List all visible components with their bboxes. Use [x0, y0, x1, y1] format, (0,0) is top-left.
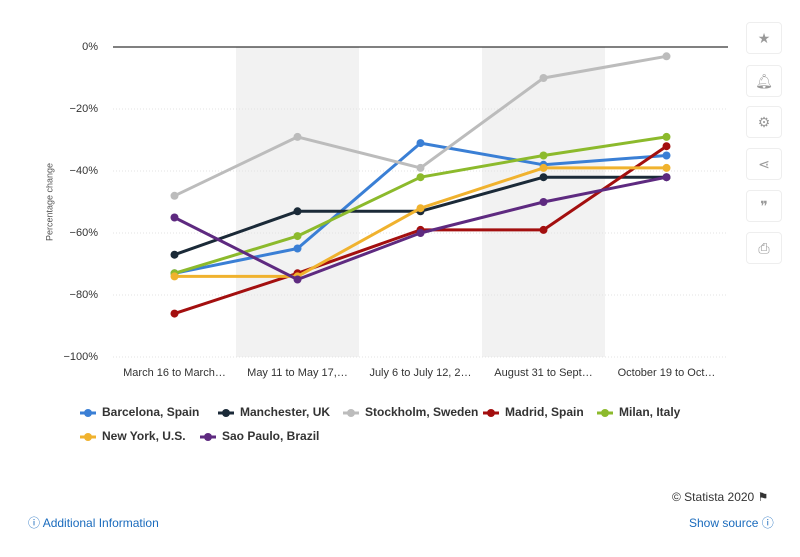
x-tick-label: August 31 to Sept… [494, 367, 592, 379]
data-point [539, 225, 548, 234]
legend-dot [84, 433, 92, 441]
data-point [170, 213, 179, 222]
data-point [416, 229, 425, 237]
copyright: © Statista 2020 ⚑ [672, 490, 769, 504]
data-point [662, 52, 671, 61]
legend-dot [204, 433, 212, 441]
data-point [539, 173, 548, 182]
y-tick-label: −40% [70, 165, 99, 177]
legend-label: Sao Paulo, Brazil [222, 429, 319, 443]
favorite-button[interactable]: ★ [746, 22, 782, 54]
data-point [293, 275, 302, 284]
legend-dot [601, 409, 609, 417]
legend-label: Milan, Italy [619, 405, 681, 419]
legend-label: Manchester, UK [240, 405, 330, 419]
legend-label: Stockholm, Sweden [365, 405, 478, 419]
legend-dot [347, 409, 355, 417]
alert-button[interactable]: 🔔︎ [746, 65, 782, 97]
data-point [416, 204, 425, 213]
data-point [662, 173, 671, 182]
additional-info-text: Additional Information [42, 516, 159, 530]
legend-label: Barcelona, Spain [102, 405, 199, 419]
data-point [539, 74, 548, 82]
data-point [539, 151, 548, 160]
y-tick-label: −60% [70, 227, 99, 239]
data-point [170, 309, 179, 318]
y-axis-label: Percentage change [44, 163, 54, 241]
data-point [416, 163, 425, 172]
legend-dot [222, 409, 230, 417]
data-point [662, 163, 671, 172]
x-tick-label: July 6 to July 12, 2… [369, 367, 471, 379]
share-button[interactable]: ⋖ [746, 148, 782, 180]
cite-button[interactable]: ❞ [746, 190, 782, 222]
show-source-link[interactable]: Show source ⓘ [689, 516, 774, 530]
x-tick-label: May 11 to May 17,… [247, 367, 348, 379]
show-source-text: Show source [689, 516, 759, 530]
legend-dot [84, 409, 92, 417]
data-point [662, 132, 671, 141]
y-tick-label: −100% [63, 351, 98, 363]
data-point [293, 132, 302, 141]
legend-label: New York, U.S. [102, 429, 186, 443]
data-point [170, 272, 179, 281]
print-button[interactable]: ⎙ [746, 232, 782, 264]
x-tick-label: March 16 to March… [123, 367, 226, 379]
band-shade [236, 47, 359, 357]
data-point [539, 198, 548, 206]
data-point [293, 244, 302, 253]
data-point [662, 142, 671, 151]
data-point [539, 163, 548, 172]
chart: Percentage change 0% −20% −40% −60% −80% −100… [44, 41, 728, 443]
data-point [662, 151, 671, 160]
data-point [416, 173, 425, 182]
y-tick-label: −80% [70, 289, 99, 301]
settings-button[interactable]: ⚙︎ [746, 106, 782, 138]
data-point [293, 232, 302, 241]
y-tick-label: 0% [82, 41, 98, 53]
y-tick-label: −20% [70, 103, 99, 115]
data-point [293, 207, 302, 216]
legend-dot [487, 409, 495, 417]
legend-label: Madrid, Spain [505, 405, 584, 419]
data-point [416, 139, 425, 148]
x-tick-label: October 19 to Oct… [618, 367, 716, 379]
additional-info-link[interactable]: ⓘ Additional Information [28, 516, 159, 530]
copyright-text: © Statista 2020 [672, 490, 755, 504]
data-point [170, 250, 179, 259]
data-point [170, 191, 179, 200]
